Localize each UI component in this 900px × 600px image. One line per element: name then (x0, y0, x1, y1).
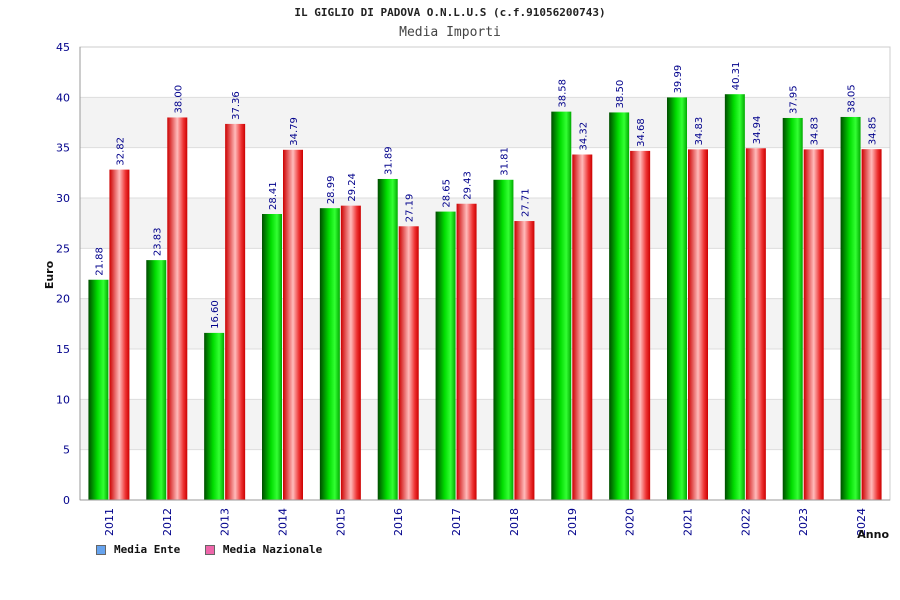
data-label-nazionale: 34.79 (289, 117, 300, 146)
bar-nazionale (283, 149, 303, 500)
y-tick-label: 45 (56, 41, 70, 54)
data-label-ente: 37.95 (789, 85, 800, 114)
bar-ente (262, 214, 282, 501)
bar-nazionale (514, 221, 535, 500)
data-label-ente: 23.83 (152, 227, 163, 256)
bar-nazionale (630, 150, 651, 500)
grid-band (80, 298, 890, 349)
data-label-ente: 31.89 (384, 146, 395, 175)
x-tick-label: 2014 (277, 508, 290, 536)
bar-nazionale (225, 123, 246, 500)
data-label-nazionale: 34.85 (868, 117, 879, 146)
x-tick-label: 2023 (797, 508, 810, 536)
data-label-nazionale: 34.83 (694, 117, 705, 146)
data-label-ente: 28.65 (442, 179, 453, 208)
data-label-ente: 16.60 (210, 300, 221, 329)
x-tick-label: 2017 (450, 508, 463, 536)
y-tick-label: 0 (63, 494, 70, 507)
data-label-ente: 40.31 (731, 62, 742, 91)
x-tick-label: 2022 (739, 508, 752, 536)
chart-title: IL GIGLIO DI PADOVA O.N.L.U.S (c.f.91056… (294, 6, 606, 19)
legend-item-nazionale: Media Nazionale (204, 543, 323, 556)
x-tick-label: 2013 (219, 508, 232, 536)
bar-ente (435, 211, 456, 500)
y-tick-label: 5 (63, 444, 70, 457)
x-tick-label: 2020 (624, 508, 637, 536)
x-tick-label: 2012 (161, 508, 174, 536)
bar-nazionale (572, 154, 593, 500)
bar-ente (204, 332, 225, 500)
x-axis-title: Anno (857, 528, 889, 541)
x-tick-label: 2021 (682, 508, 695, 536)
y-tick-label: 20 (56, 293, 70, 306)
bar-ente (319, 208, 340, 500)
data-label-nazionale: 29.24 (347, 173, 358, 202)
grid-band (80, 97, 890, 148)
x-tick-label: 2016 (392, 508, 405, 536)
bar-ente (493, 179, 514, 500)
legend-label-ente: Media Ente (114, 543, 181, 556)
y-tick-label: 15 (56, 343, 70, 356)
data-label-ente: 28.41 (268, 181, 279, 210)
chart-subtitle: Media Importi (399, 25, 501, 40)
legend-swatch-nazionale (204, 544, 215, 555)
data-label-nazionale: 37.36 (231, 91, 242, 120)
y-tick-label: 35 (56, 142, 70, 155)
bar-nazionale (803, 149, 824, 501)
bar-nazionale (456, 203, 477, 500)
data-label-nazionale: 34.94 (752, 116, 763, 145)
y-tick-label: 30 (56, 192, 70, 205)
bar-ente (840, 116, 861, 501)
bar-ente (146, 260, 167, 500)
y-axis-title: Euro (43, 260, 56, 289)
x-tick-label: 2011 (103, 508, 116, 536)
legend: Media Ente Media Nazionale (96, 543, 340, 558)
bar-nazionale (688, 149, 708, 501)
data-label-nazionale: 27.71 (520, 188, 531, 217)
data-label-nazionale: 38.00 (173, 85, 184, 114)
data-label-ente: 38.50 (615, 80, 626, 109)
bar-ente (551, 111, 572, 501)
x-tick-label: 2019 (566, 508, 579, 536)
bar-nazionale (745, 148, 766, 500)
data-label-ente: 38.05 (847, 84, 858, 113)
bar-ente (724, 94, 745, 500)
grid-band (80, 198, 890, 249)
data-label-ente: 39.99 (673, 65, 684, 94)
bar-ente (782, 117, 803, 500)
x-tick-label: 2015 (334, 508, 347, 536)
data-label-nazionale: 27.19 (405, 194, 416, 223)
y-tick-label: 40 (56, 91, 70, 104)
y-tick-label: 25 (56, 242, 70, 255)
y-tick-label: 10 (56, 393, 70, 406)
bar-ente (609, 112, 630, 500)
bar-ente (667, 97, 687, 501)
data-label-nazionale: 34.83 (810, 117, 821, 146)
bar-nazionale (167, 117, 188, 500)
data-label-nazionale: 34.68 (636, 118, 647, 147)
x-tick-label: 2018 (508, 508, 521, 536)
bar-nazionale (398, 226, 419, 500)
bar-ente (377, 178, 398, 500)
data-label-nazionale: 29.43 (463, 171, 474, 200)
legend-item-ente: Media Ente (96, 543, 180, 556)
data-label-nazionale: 34.32 (578, 122, 589, 151)
data-label-nazionale: 32.82 (115, 137, 126, 166)
legend-swatch-ente (96, 544, 106, 555)
bar-nazionale (340, 205, 361, 500)
bar-ente (88, 279, 109, 500)
data-label-ente: 21.88 (94, 247, 105, 276)
bar-nazionale (861, 149, 882, 500)
grid-band (80, 399, 890, 450)
data-label-ente: 38.58 (557, 79, 568, 108)
x-tick-label: 2024 (855, 508, 868, 536)
legend-label-nazionale: Media Nazionale (222, 543, 323, 556)
bar-nazionale (109, 169, 130, 500)
data-label-ente: 28.99 (326, 176, 337, 205)
data-label-ente: 31.81 (499, 147, 510, 176)
